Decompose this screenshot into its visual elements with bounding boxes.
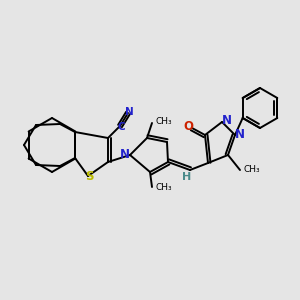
Text: S: S: [85, 170, 93, 184]
Text: C: C: [117, 122, 125, 132]
Text: O: O: [183, 119, 193, 133]
Text: CH₃: CH₃: [155, 118, 172, 127]
Text: N: N: [235, 128, 245, 142]
Text: CH₃: CH₃: [243, 166, 260, 175]
Text: N: N: [222, 113, 232, 127]
Text: N: N: [120, 148, 130, 161]
Text: N: N: [124, 107, 134, 117]
Text: CH₃: CH₃: [155, 182, 172, 191]
Text: H: H: [182, 172, 192, 182]
